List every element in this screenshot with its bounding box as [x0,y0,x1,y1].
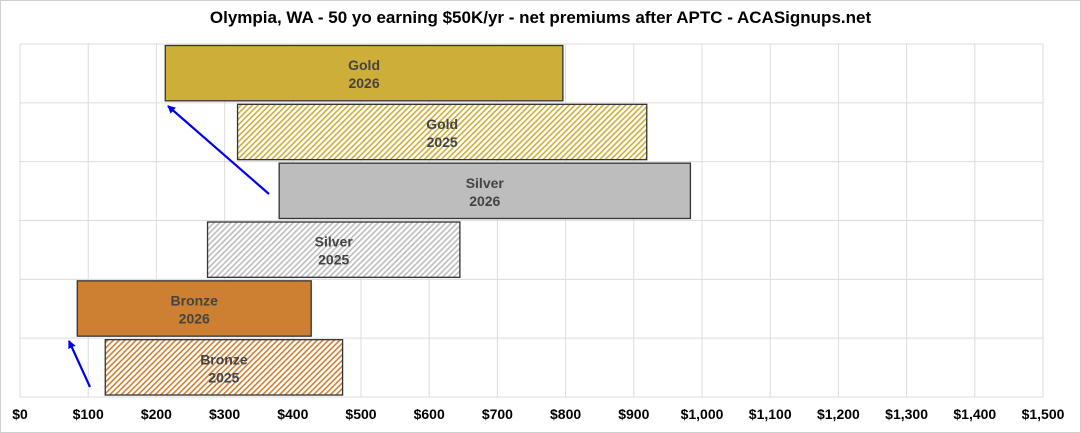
x-tick-label: $1,100 [749,406,792,422]
bar-label-year: 2026 [179,311,210,327]
bar-label-metal: Silver [466,175,505,191]
x-tick-label: $600 [414,406,445,422]
x-tick-label: $800 [550,406,581,422]
bar-gold-2025 [236,103,648,161]
annotation-arrow-bronze [67,340,92,388]
bar-label-metal: Bronze [171,293,219,309]
bar-bronze-2026 [76,280,312,337]
bar-label-year: 2025 [208,369,239,385]
x-tick-label: $100 [73,406,104,422]
x-tick-label: $1,300 [885,406,928,422]
x-tick-label: $1,000 [681,406,724,422]
bar-silver-2026 [278,162,692,220]
x-tick-label: $400 [277,406,308,422]
bar-label-metal: Silver [315,234,354,250]
annotation-arrow-gold [167,105,270,195]
bar-silver-2025 [206,221,461,278]
x-tick-label: $200 [141,406,172,422]
bar-label-year: 2026 [348,75,379,91]
x-tick-label: $1,400 [953,406,996,422]
chart-title: Olympia, WA - 50 yo earning $50K/yr - ne… [209,8,872,27]
bar-label-year: 2025 [427,134,458,150]
x-tick-label: $1,200 [817,406,860,422]
bar-label-metal: Bronze [200,351,248,367]
bar-label-year: 2025 [318,252,349,268]
x-tick-label: $500 [345,406,376,422]
bar-gold-2026 [164,44,564,102]
x-tick-label: $700 [482,406,513,422]
x-tick-label: $300 [209,406,240,422]
x-tick-label: $900 [618,406,649,422]
bar-label-metal: Gold [426,116,458,132]
bar-label-year: 2026 [469,193,500,209]
bar-label-metal: Gold [348,57,380,73]
bar-bronze-2025 [104,339,344,396]
x-tick-label: $0 [12,406,28,422]
x-tick-label: $1,500 [1022,406,1065,422]
